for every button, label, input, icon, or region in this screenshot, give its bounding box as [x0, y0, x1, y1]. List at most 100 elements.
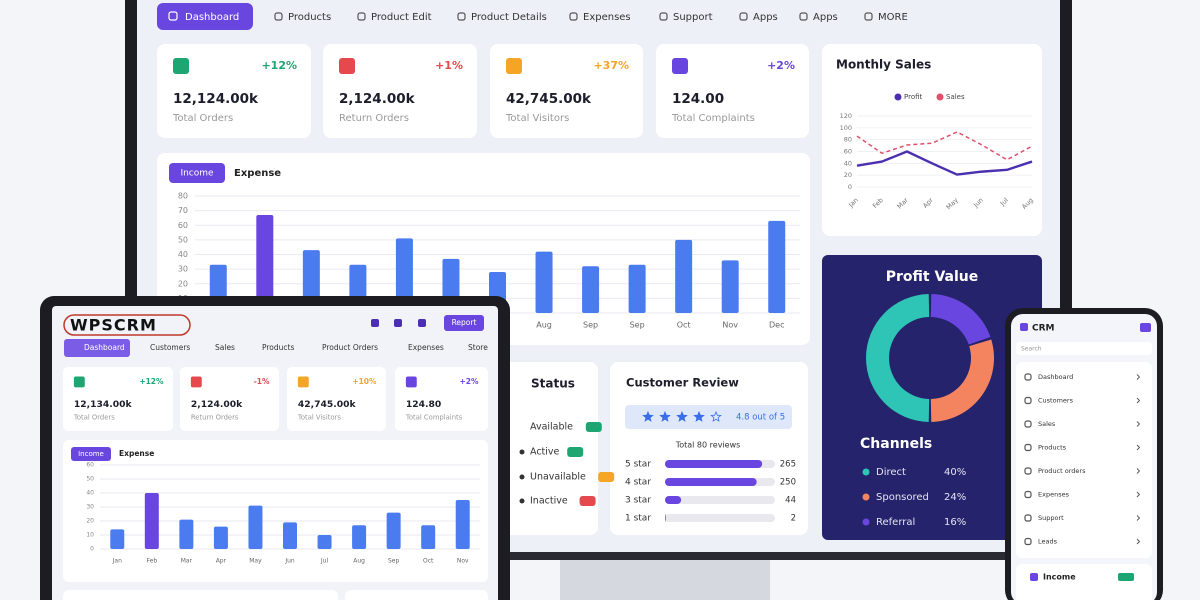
status-dot: [519, 449, 525, 455]
y-tick-label: 80: [178, 192, 188, 201]
channel-value: 24%: [944, 492, 966, 503]
nav-item[interactable]: Apps: [813, 12, 838, 23]
menu-item[interactable]: Support: [1038, 514, 1064, 522]
stat-value: 42,745.00k: [298, 399, 357, 410]
stat-card: [323, 44, 477, 138]
status-label: Available: [530, 422, 573, 433]
y-tick-label: 70: [178, 206, 188, 215]
logo: WPSCRM: [70, 316, 157, 335]
x-tick-label: Sep: [630, 321, 645, 330]
review-label: 3 star: [625, 496, 651, 506]
icon: [1024, 490, 1032, 499]
report-button[interactable]: [444, 315, 484, 331]
menu-item[interactable]: Leads: [1038, 538, 1058, 546]
status-card: [500, 362, 598, 535]
review-bar: [665, 460, 763, 468]
channel-value: 40%: [944, 467, 966, 478]
review-count: 44: [785, 496, 796, 506]
x-tick-label: Apr: [216, 558, 227, 565]
bar: [721, 260, 739, 313]
nav-item[interactable]: Products: [288, 12, 331, 23]
menu-item[interactable]: Products: [1038, 444, 1067, 452]
nav-item[interactable]: Customers: [150, 343, 190, 352]
nav-item[interactable]: Dashboard: [84, 343, 125, 352]
x-tick-label: Nov: [457, 558, 469, 565]
bar: [768, 220, 786, 313]
stat-label: Return Orders: [339, 113, 409, 124]
chevron: [1136, 397, 1141, 404]
nav-item[interactable]: Apps: [753, 12, 778, 23]
logo-box: [63, 314, 191, 336]
stat-icon: [297, 376, 309, 388]
x-tick-label: Oct: [677, 321, 691, 330]
bar: [395, 238, 413, 313]
income-tag: [1118, 573, 1134, 581]
chevron: [1136, 491, 1141, 498]
y-tick-label: 40: [844, 159, 852, 167]
x-tick-label: Sep: [388, 558, 400, 565]
status-tag: [567, 447, 584, 457]
tab[interactable]: Expense: [119, 449, 154, 458]
icon: [1024, 443, 1032, 452]
y-tick-label: 30: [178, 265, 188, 274]
nav-item[interactable]: Products: [262, 343, 294, 352]
menu-item[interactable]: Customers: [1038, 397, 1074, 405]
channel-name: Direct: [876, 467, 906, 478]
nav-item[interactable]: Store: [468, 343, 488, 352]
icon: [1024, 514, 1032, 522]
tab-active[interactable]: [169, 163, 225, 183]
menu-item[interactable]: Dashboard: [1038, 373, 1073, 381]
nav-item[interactable]: MORE: [878, 12, 908, 23]
nav-item[interactable]: Product Orders: [322, 343, 378, 352]
menu-item[interactable]: Expenses: [1038, 491, 1070, 499]
line-series: [856, 131, 1033, 161]
lower-card: [63, 590, 338, 600]
stat-change: +1%: [435, 59, 463, 72]
star: [710, 410, 722, 422]
nav-active[interactable]: [157, 3, 253, 30]
nav-active[interactable]: [64, 339, 130, 357]
lower-card: [345, 590, 488, 600]
x-tick-label: Dec: [769, 321, 784, 330]
status-tag: [598, 472, 615, 482]
icon: [1024, 537, 1032, 546]
x-tick-label: Jun: [284, 558, 295, 565]
nav-item[interactable]: Support: [673, 12, 713, 23]
nav-item[interactable]: Expenses: [583, 12, 631, 23]
stat-change: +12%: [261, 59, 297, 72]
tab[interactable]: Expense: [234, 168, 281, 179]
phone-button: [1140, 323, 1151, 332]
menu-item[interactable]: Product orders: [1038, 467, 1086, 475]
tab[interactable]: Income: [78, 450, 104, 458]
nav-item[interactable]: Product Details: [471, 12, 547, 23]
rating-box: [625, 405, 792, 429]
stat-card: [656, 44, 809, 138]
stat-value: 12,134.00k: [74, 399, 133, 410]
x-tick-label: Feb: [147, 558, 158, 565]
stat-change: +10%: [352, 377, 377, 386]
legend-dot: [894, 93, 902, 101]
y-tick-label: 80: [844, 136, 852, 144]
nav-item[interactable]: Product Edit: [371, 12, 432, 23]
status-tag: [579, 496, 596, 506]
chevron: [1136, 468, 1141, 474]
bar: [283, 522, 297, 549]
search-placeholder[interactable]: Search: [1021, 346, 1042, 353]
nav-item[interactable]: Sales: [215, 343, 235, 352]
icon: [569, 12, 578, 21]
icon: [1024, 420, 1032, 428]
nav-item[interactable]: Expenses: [408, 343, 444, 352]
card-title: Status: [531, 377, 575, 391]
icon: [739, 12, 748, 21]
tab-active[interactable]: [71, 447, 111, 461]
chevron: [1136, 515, 1141, 521]
search-bar: [1016, 342, 1152, 355]
menu-item[interactable]: Sales: [1038, 420, 1056, 428]
stat-card: [395, 367, 488, 431]
nav-item[interactable]: Dashboard: [185, 12, 239, 23]
channel-name: Referral: [876, 517, 915, 528]
star: [659, 410, 671, 422]
button-label[interactable]: Report: [452, 318, 477, 327]
tab[interactable]: Income: [180, 169, 214, 179]
bar: [421, 525, 436, 549]
